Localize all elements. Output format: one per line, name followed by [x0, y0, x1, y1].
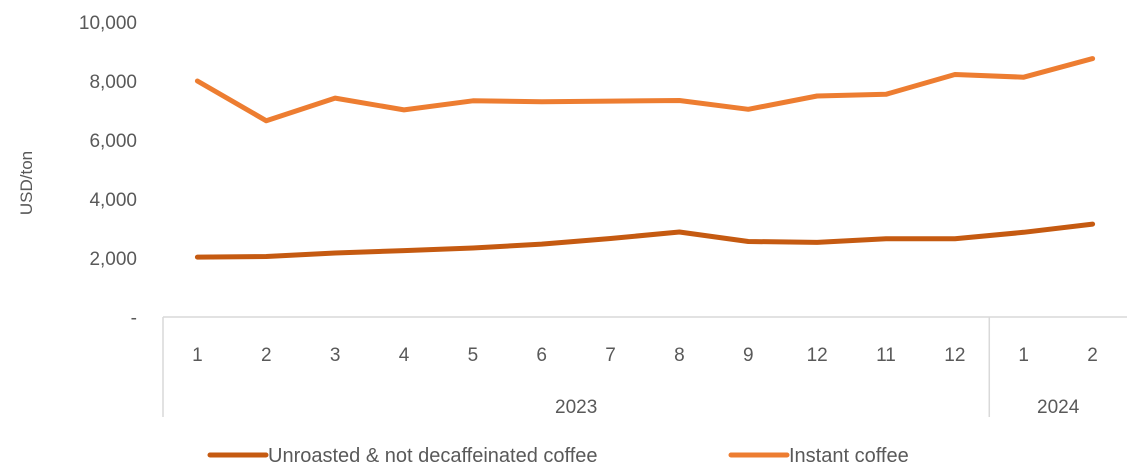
legend-label: Instant coffee [789, 445, 909, 466]
y-tick-label: 2,000 [89, 249, 137, 270]
x-tick-label: 2 [1087, 345, 1098, 366]
y-tick-label: 6,000 [89, 131, 137, 152]
legend: Unroasted & not decaffeinated coffee Inst… [207, 445, 909, 466]
x-tick-label: 12 [944, 345, 965, 366]
legend-item: Instant coffee [728, 445, 909, 466]
x-tick-label: 4 [399, 345, 410, 366]
x-tick-label: 2 [261, 345, 272, 366]
legend-item: Unroasted & not decaffeinated coffee [207, 445, 598, 466]
x-tick-label: 1 [192, 345, 203, 366]
y-tick-label: - [131, 308, 137, 329]
series-lines [194, 56, 1096, 260]
series-line-1 [194, 56, 1096, 124]
x-group-label: 2024 [1037, 397, 1080, 418]
x-tick-label: 5 [468, 345, 479, 366]
legend-label: Unroasted & not decaffeinated coffee [268, 445, 598, 466]
x-tick-label: 7 [605, 345, 616, 366]
series-line-0 [194, 221, 1096, 260]
y-tick-label: 8,000 [89, 72, 137, 93]
x-tick-label: 6 [536, 345, 547, 366]
y-axis-title: USD/ton [17, 151, 36, 215]
x-tick-label: 1 [1018, 345, 1029, 366]
x-tick-label: 12 [807, 345, 828, 366]
x-tick-label: 8 [674, 345, 685, 366]
x-tick-label: 11 [876, 345, 896, 366]
y-axis: - 2,000 4,000 6,000 8,000 10,000 [79, 13, 137, 329]
y-tick-label: 10,000 [79, 13, 137, 34]
y-tick-label: 4,000 [89, 190, 137, 211]
x-group-label: 2023 [555, 397, 597, 418]
x-tick-label: 3 [330, 345, 341, 366]
x-tick-label: 9 [743, 345, 754, 366]
